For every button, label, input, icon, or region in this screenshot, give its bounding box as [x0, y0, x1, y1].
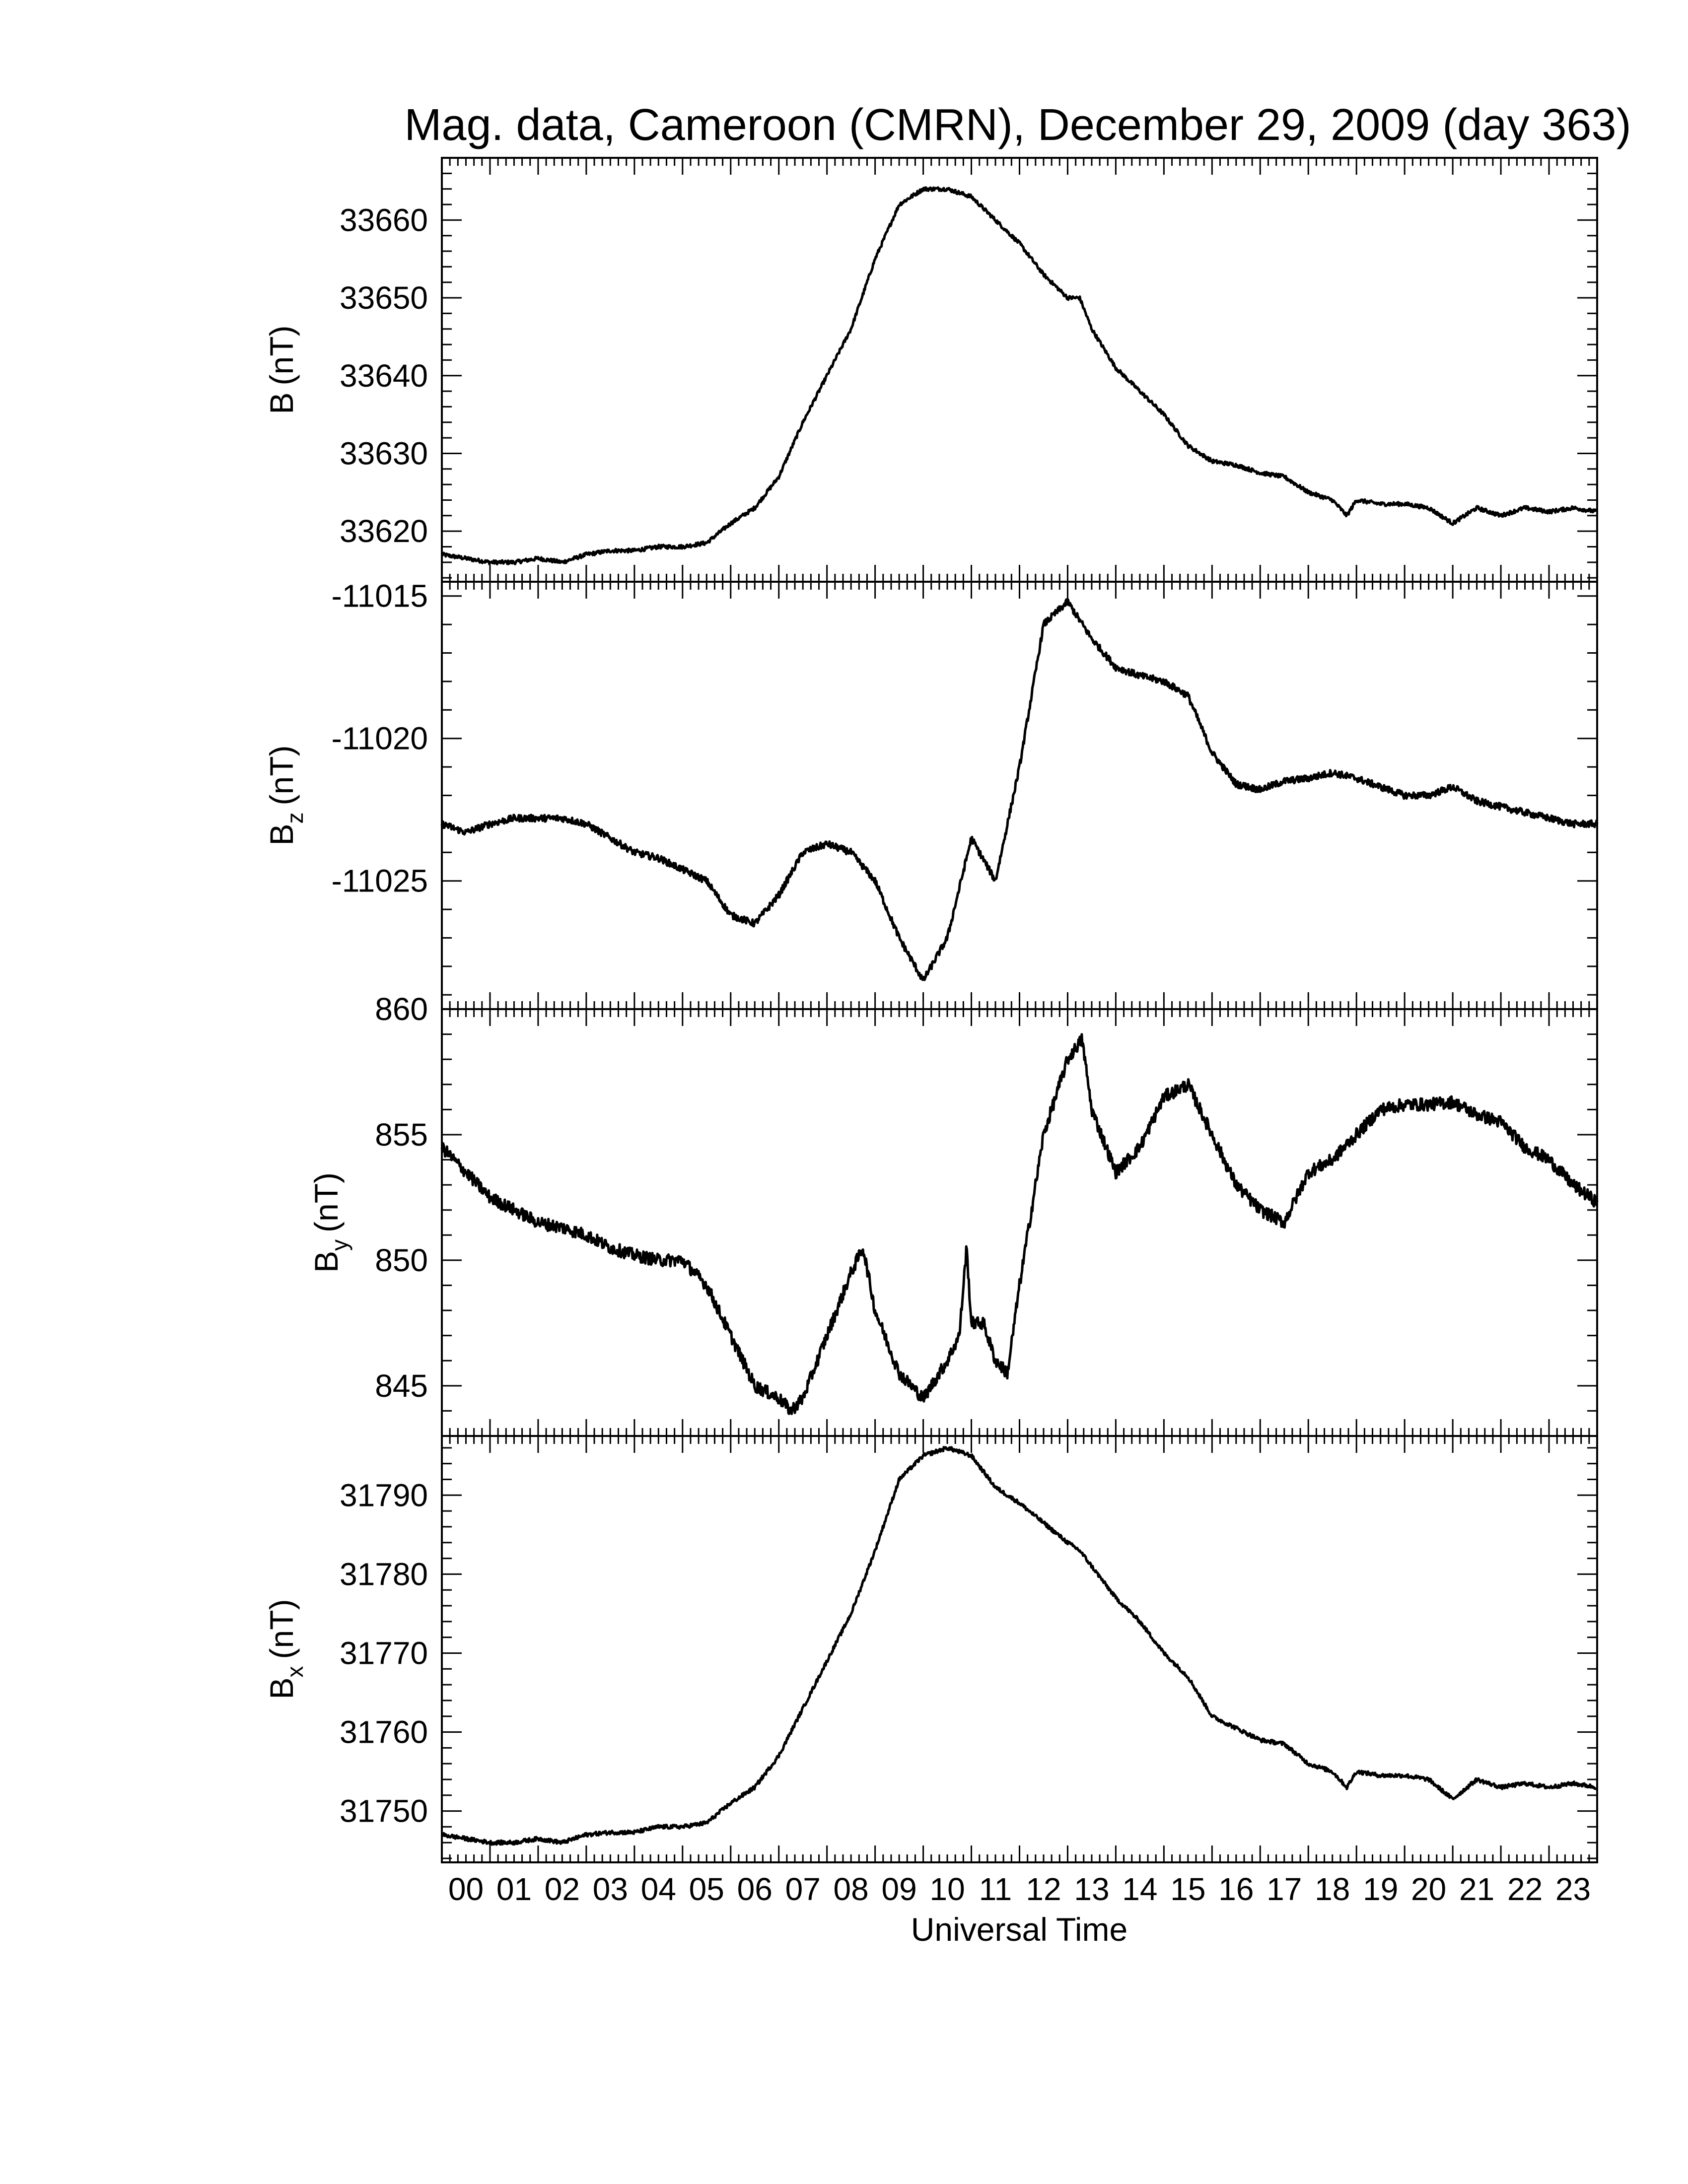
- y-axis-label-unit: (nT): [263, 1599, 300, 1659]
- x-tick-label: 02: [545, 1871, 580, 1907]
- series-line-B: [440, 186, 1598, 566]
- y-tick-label: 33630: [340, 435, 428, 471]
- series-line-By: [440, 1033, 1599, 1415]
- x-tick-label: 09: [882, 1871, 917, 1907]
- x-tick-label: 06: [737, 1871, 773, 1907]
- y-tick-label: 31760: [340, 1714, 428, 1750]
- chart-panels: 3362033630336403365033660B(nT)-11015-110…: [263, 157, 1599, 1863]
- panel-B: 33620 33630 33640 33650 33660 B (nT): [263, 157, 1598, 583]
- y-axis-label-By: By (nT): [308, 1172, 352, 1273]
- x-tick-label: 23: [1555, 1871, 1591, 1907]
- chart-title: Mag. data, Cameroon (CMRN), December 29,…: [404, 100, 1631, 150]
- y-axis-label-symbol: B: [308, 1251, 345, 1273]
- y-axis-label-Bx: Bx (nT): [263, 1599, 308, 1699]
- x-tick-label: 20: [1411, 1871, 1446, 1907]
- y-axis-label-symbol: B: [263, 823, 300, 845]
- x-tick-label: 01: [496, 1871, 532, 1907]
- y-tick-label: 845: [375, 1368, 428, 1404]
- panel-By: 860 855 850 845 By (nT): [308, 991, 1599, 1437]
- x-tick-label: 04: [641, 1871, 676, 1907]
- y-axis-label-subscript: y: [327, 1239, 352, 1251]
- y-axis-label-symbol: B: [263, 1677, 300, 1699]
- x-tick-label: 11: [979, 1871, 1012, 1907]
- x-tick-label: 08: [834, 1871, 869, 1907]
- y-tick-label: -11015: [331, 578, 428, 614]
- y-tick-label: 33650: [340, 280, 428, 316]
- x-tick-label: 10: [929, 1871, 965, 1907]
- x-tick-label: 05: [689, 1871, 724, 1907]
- x-tick-label: 07: [785, 1871, 821, 1907]
- x-tick-label: 14: [1122, 1871, 1157, 1907]
- y-tick-label: 31770: [340, 1635, 428, 1671]
- x-tick-label: 12: [1026, 1871, 1061, 1907]
- y-axis-label-unit: (nT): [308, 1172, 345, 1232]
- panel-Bx: 31750 31760 31770 31780 31790 Bx (nT): [263, 1435, 1598, 1863]
- y-tick-label: 860: [375, 991, 428, 1027]
- y-tick-label: 31780: [340, 1556, 428, 1592]
- x-tick-label: 03: [593, 1871, 628, 1907]
- y-axis-label-B: B (nT): [263, 325, 300, 414]
- x-tick-label: 22: [1507, 1871, 1543, 1907]
- panel-Bz: -11015 -11020 -11025 Bz (nT): [263, 578, 1599, 1010]
- y-tick-label: 850: [375, 1242, 428, 1278]
- x-tick-label: 21: [1459, 1871, 1494, 1907]
- x-tick-label: 16: [1218, 1871, 1254, 1907]
- y-tick-label: -11025: [331, 863, 428, 899]
- panel-frame-Bx: [441, 1435, 1598, 1863]
- x-tick-label: 15: [1170, 1871, 1205, 1907]
- y-tick-label: -11020: [331, 721, 428, 756]
- x-tick-label: 00: [448, 1871, 484, 1907]
- panel-frame-By: [441, 1008, 1598, 1437]
- x-tick-label: 19: [1363, 1871, 1398, 1907]
- y-axis-label-unit: (nT): [263, 325, 300, 385]
- panel-frame-B: [441, 157, 1598, 583]
- x-tick-label: 17: [1266, 1871, 1302, 1907]
- y-tick-label: 33620: [340, 513, 428, 549]
- y-axis-label-Bz: Bz (nT): [263, 745, 308, 845]
- y-axis-label-symbol: B: [263, 392, 300, 414]
- y-tick-label: 33660: [340, 202, 428, 238]
- series-line-Bx: [440, 1446, 1598, 1846]
- x-tick-label: 18: [1315, 1871, 1350, 1907]
- y-tick-label: 33640: [340, 358, 428, 394]
- x-axis: 00 01 02 03 04 05 06 07 08 09 10 11 12 13 14 15 16 17 18 19…: [448, 1871, 1591, 1907]
- y-tick-label: 855: [375, 1117, 428, 1153]
- x-axis-label: Universal Time: [911, 1911, 1127, 1948]
- y-axis-label-subscript: z: [282, 812, 308, 823]
- y-axis-label-subscript: x: [282, 1666, 308, 1677]
- x-tick-label: 13: [1074, 1871, 1109, 1907]
- y-tick-label: 31790: [340, 1477, 428, 1513]
- y-tick-label: 31750: [340, 1793, 428, 1829]
- y-axis-label-unit: (nT): [263, 745, 300, 805]
- series-line-Bz: [440, 598, 1599, 981]
